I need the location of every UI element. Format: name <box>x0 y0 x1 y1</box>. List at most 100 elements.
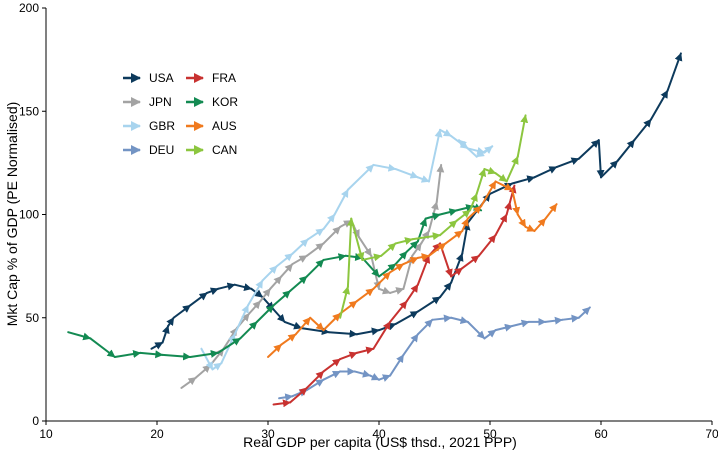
fra-segment <box>389 300 408 323</box>
aus-segment <box>494 180 514 191</box>
gbr-segment <box>439 128 453 138</box>
kor-segment <box>272 289 292 307</box>
legend-label-kor: KOR <box>212 95 238 109</box>
gbr-segment <box>333 188 349 216</box>
aus-segment <box>322 312 342 332</box>
legend-item-jpn: JPN <box>123 95 172 109</box>
legend-label-can: CAN <box>212 143 237 157</box>
deu-segment <box>322 370 342 381</box>
fra-segment <box>494 213 508 237</box>
usa-segment <box>394 310 419 325</box>
aus-segment <box>480 180 497 208</box>
kor-segment <box>405 240 419 253</box>
usa-segment <box>205 287 220 296</box>
can-segment <box>380 242 397 257</box>
aus-segment <box>416 253 430 262</box>
deu-segment <box>389 353 405 377</box>
kor-segment <box>139 350 164 359</box>
fra-segment <box>289 386 308 404</box>
y-tick-label: 0 <box>32 414 39 428</box>
usa-segment <box>355 327 380 336</box>
x-tick-label: 40 <box>372 427 386 441</box>
deu-segment <box>483 329 497 340</box>
x-tick-label: 70 <box>705 427 718 441</box>
jpn-segment <box>291 254 308 266</box>
can-segment <box>516 114 529 158</box>
usa-segment <box>189 291 208 307</box>
x-tick-label: 20 <box>150 427 164 441</box>
usa-segment <box>511 175 536 185</box>
x-tick-label: 10 <box>39 427 53 441</box>
deu-segment <box>511 319 530 328</box>
legend-item-gbr: GBR <box>123 119 175 133</box>
deu-segment <box>561 314 580 323</box>
usa-segment <box>596 139 605 179</box>
kor-segment <box>189 349 220 358</box>
aus-segment <box>294 316 312 336</box>
series-kor <box>67 203 483 361</box>
usa-segment <box>217 282 236 291</box>
jpn-segment <box>305 242 325 257</box>
fra-segment <box>504 201 512 216</box>
kor-segment <box>217 337 242 354</box>
fra-segment <box>372 320 392 350</box>
kor-segment <box>378 263 397 278</box>
kor-segment <box>361 256 380 278</box>
gbr-segment <box>275 252 294 268</box>
usa-segment <box>555 157 580 169</box>
usa-segment <box>161 325 170 344</box>
deu-segment <box>305 378 325 392</box>
deu-segment <box>466 320 486 340</box>
gbr-segment <box>475 145 494 158</box>
aus-segment <box>544 203 558 220</box>
usa-segment <box>577 139 600 160</box>
series-gbr <box>200 128 494 371</box>
gbr-segment <box>322 213 336 230</box>
can-segment <box>475 168 487 195</box>
usa-segment <box>300 327 331 336</box>
gbr-segment <box>306 227 325 241</box>
usa-segment <box>616 139 636 162</box>
jpn-segment <box>194 364 212 379</box>
kor-segment <box>394 250 408 266</box>
aus-segment <box>516 213 527 228</box>
legend-label-usa: USA <box>149 71 174 85</box>
deu-segment <box>402 333 419 356</box>
kor-segment <box>289 275 308 292</box>
can-segment <box>394 237 414 245</box>
x-tick-label: 30 <box>261 427 275 441</box>
gbr-segment <box>200 347 214 371</box>
deu-segment <box>544 316 564 325</box>
jpn-segment <box>248 300 262 315</box>
fra-segment <box>305 370 325 389</box>
fra-segment <box>405 283 419 303</box>
kor-segment <box>67 331 92 341</box>
deu-segment <box>378 374 392 382</box>
can-segment <box>411 232 442 241</box>
aus-segment <box>444 230 464 245</box>
usa-segment <box>461 221 471 255</box>
x-axis-title: Real GDP per capita (US$ thsd., 2021 PPP… <box>243 434 517 450</box>
jpn-segment <box>280 263 294 278</box>
series-aus <box>267 180 558 358</box>
gbr-segment <box>416 175 430 183</box>
axes: 10 20 30 40 50 60 70 0 50 100 150 200 <box>19 1 718 441</box>
deu-segment <box>431 314 453 323</box>
deu-segment <box>577 306 591 319</box>
usa-segment <box>250 287 264 299</box>
fra-segment <box>355 346 375 355</box>
usa-segment <box>283 320 303 330</box>
kor-segment <box>424 212 442 221</box>
aus-segment <box>355 287 375 303</box>
can-segment <box>483 166 497 175</box>
y-tick-label: 100 <box>19 208 39 222</box>
aus-segment <box>339 300 358 315</box>
fra-segment <box>339 351 358 361</box>
gbr-segment <box>233 304 250 336</box>
usa-segment <box>633 118 652 142</box>
kor-segment <box>305 258 325 278</box>
series-can <box>339 114 529 319</box>
x-tick-label: 50 <box>483 427 497 441</box>
legend-item-kor: KOR <box>186 95 238 109</box>
jpn-segment <box>339 219 353 228</box>
